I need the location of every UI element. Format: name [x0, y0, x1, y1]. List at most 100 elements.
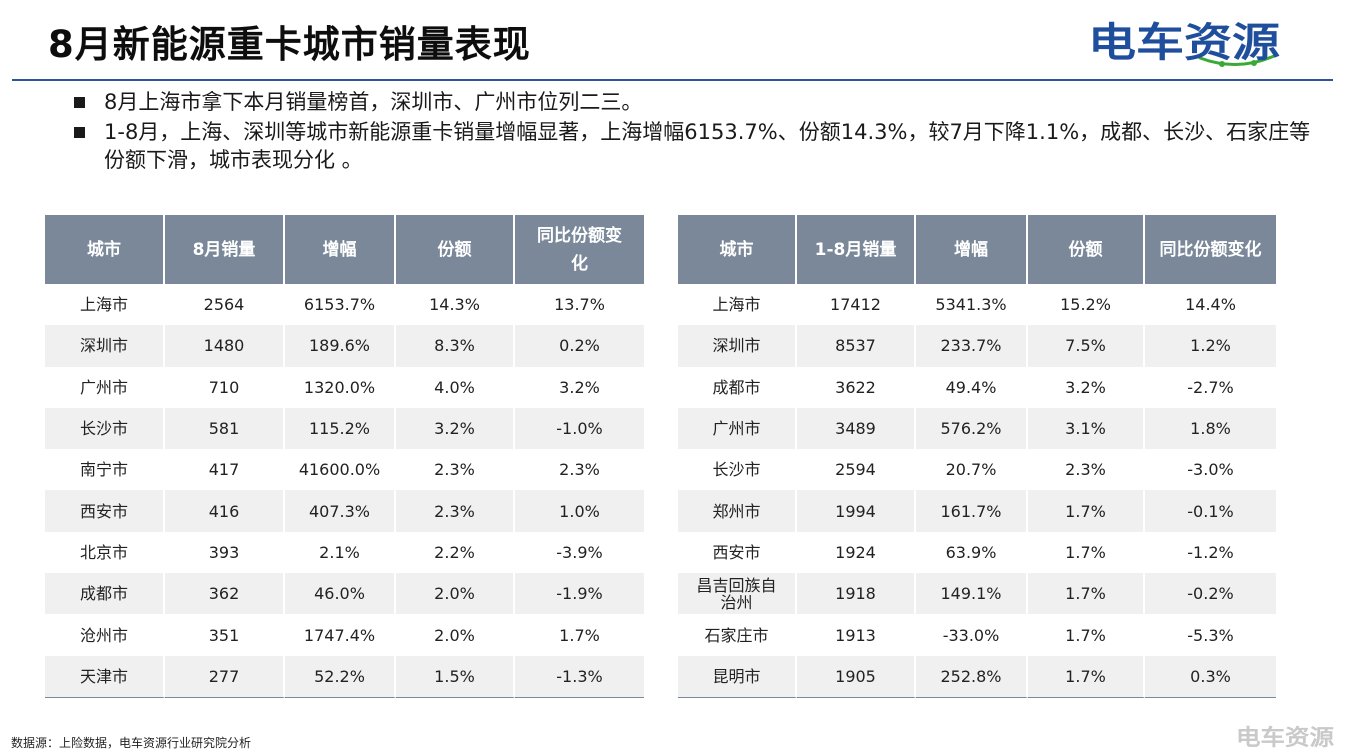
- value-cell: 2.3%: [396, 449, 515, 491]
- value-cell: 52.2%: [285, 655, 396, 698]
- value-cell: 1994: [797, 490, 916, 532]
- value-cell: 0.3%: [1145, 655, 1276, 698]
- city-cell: 北京市: [45, 531, 165, 574]
- value-cell: 1913: [797, 614, 916, 656]
- table-row: 昌吉回族自治州 1918 149.1% 1.7% -0.2%: [678, 573, 1276, 615]
- value-cell: -1.3%: [515, 655, 644, 698]
- table-row: 广州市 3489 576.2% 3.1% 1.8%: [678, 407, 1276, 450]
- city-cell: 昆明市: [678, 655, 797, 698]
- city-cell: 郑州市: [678, 490, 797, 532]
- value-cell: 1747.4%: [285, 614, 396, 656]
- value-cell: -3.0%: [1145, 449, 1276, 491]
- value-cell: 8.3%: [396, 325, 515, 367]
- value-cell: -1.2%: [1145, 531, 1276, 574]
- value-cell: 41600.0%: [285, 449, 396, 491]
- city-cell: 石家庄市: [678, 614, 797, 656]
- city-cell: 长沙市: [678, 449, 797, 491]
- value-cell: -2.7%: [1145, 366, 1276, 408]
- value-cell: 161.7%: [916, 490, 1028, 532]
- column-header: 同比份额变化: [1145, 215, 1276, 284]
- value-cell: 1.5%: [396, 655, 515, 698]
- table-row: 天津市 277 52.2% 1.5% -1.3%: [45, 655, 644, 698]
- value-cell: 63.9%: [916, 531, 1028, 574]
- value-cell: 2594: [797, 449, 916, 491]
- column-header: 城市: [45, 215, 165, 284]
- table-row: 成都市 362 46.0% 2.0% -1.9%: [45, 573, 644, 615]
- value-cell: 1.8%: [1145, 407, 1276, 450]
- value-cell: 1.7%: [1028, 614, 1145, 656]
- table-row: 西安市 1924 63.9% 1.7% -1.2%: [678, 531, 1276, 574]
- city-cell: 上海市: [45, 284, 165, 326]
- table-row: 深圳市 1480 189.6% 8.3% 0.2%: [45, 325, 644, 367]
- column-header: 增幅: [285, 215, 396, 284]
- table-row: 北京市 393 2.1% 2.2% -3.9%: [45, 531, 644, 574]
- column-header: 1-8月销量: [797, 215, 916, 284]
- value-cell: 3.2%: [396, 407, 515, 450]
- value-cell: 1.7%: [1028, 573, 1145, 615]
- ytd-city-sales-table: 城市 1-8月销量 增幅 份额 同比份额变化 上海市 17412 5341.3% 15…: [678, 215, 1276, 698]
- value-cell: 13.7%: [515, 284, 644, 326]
- column-header: 增幅: [916, 215, 1028, 284]
- table-row: 长沙市 581 115.2% 3.2% -1.0%: [45, 407, 644, 450]
- value-cell: 2.0%: [396, 614, 515, 656]
- value-cell: 3.2%: [1028, 366, 1145, 408]
- value-cell: 14.4%: [1145, 284, 1276, 326]
- value-cell: -1.9%: [515, 573, 644, 615]
- value-cell: -33.0%: [916, 614, 1028, 656]
- bullet-text: 1-8月，上海、深圳等城市新能源重卡销量增幅显著，上海增幅6153.7%、份额1…: [104, 120, 1311, 172]
- value-cell: 49.4%: [916, 366, 1028, 408]
- value-cell: 581: [165, 407, 285, 450]
- square-bullet-icon: [74, 97, 85, 108]
- value-cell: 576.2%: [916, 407, 1028, 450]
- table-row: 上海市 17412 5341.3% 15.2% 14.4%: [678, 284, 1276, 326]
- value-cell: 5341.3%: [916, 284, 1028, 326]
- value-cell: 252.8%: [916, 655, 1028, 698]
- value-cell: -5.3%: [1145, 614, 1276, 656]
- value-cell: 189.6%: [285, 325, 396, 367]
- value-cell: 46.0%: [285, 573, 396, 615]
- square-bullet-icon: [74, 127, 85, 138]
- column-header: 份额: [1028, 215, 1145, 284]
- city-cell: 成都市: [45, 573, 165, 615]
- value-cell: 6153.7%: [285, 284, 396, 326]
- header-divider: [12, 79, 1333, 81]
- value-cell: 1.7%: [1028, 531, 1145, 574]
- value-cell: 362: [165, 573, 285, 615]
- column-header: 同比份额变化: [515, 215, 644, 284]
- value-cell: 3.2%: [515, 366, 644, 408]
- column-header: 8月销量: [165, 215, 285, 284]
- value-cell: -0.2%: [1145, 573, 1276, 615]
- value-cell: 1.2%: [1145, 325, 1276, 367]
- value-cell: 3622: [797, 366, 916, 408]
- watermark-logo: 电车资源: [1236, 725, 1334, 750]
- value-cell: 1.7%: [515, 614, 644, 656]
- table-row: 昆明市 1905 252.8% 1.7% 0.3%: [678, 655, 1276, 698]
- summary-bullets: 8月上海市拿下本月销量榜首，深圳市、广州市位列二三。 1-8月，上海、深圳等城市…: [72, 88, 1312, 176]
- table-header-row: 城市 1-8月销量 增幅 份额 同比份额变化: [678, 215, 1276, 284]
- summary-bullet: 8月上海市拿下本月销量榜首，深圳市、广州市位列二三。: [72, 88, 1312, 116]
- brand-logo: 电车资源: [1088, 20, 1280, 67]
- data-source-note: 数据源：上险数据，电车资源行业研究院分析: [11, 736, 252, 750]
- value-cell: 14.3%: [396, 284, 515, 326]
- table-row: 长沙市 2594 20.7% 2.3% -3.0%: [678, 449, 1276, 491]
- city-cell: 昌吉回族自治州: [678, 573, 797, 615]
- value-cell: 17412: [797, 284, 916, 326]
- monthly-city-sales-table: 城市 8月销量 增幅 份额 同比份额变化 上海市 2564 6153.7% 14.3%…: [45, 215, 644, 698]
- value-cell: 393: [165, 531, 285, 574]
- value-cell: 1320.0%: [285, 366, 396, 408]
- table-row: 南宁市 417 41600.0% 2.3% 2.3%: [45, 449, 644, 491]
- city-cell: 长沙市: [45, 407, 165, 450]
- value-cell: 3.1%: [1028, 407, 1145, 450]
- table-row: 西安市 416 407.3% 2.3% 1.0%: [45, 490, 644, 532]
- value-cell: 0.2%: [515, 325, 644, 367]
- table-row: 上海市 2564 6153.7% 14.3% 13.7%: [45, 284, 644, 326]
- value-cell: 1924: [797, 531, 916, 574]
- city-cell: 深圳市: [678, 325, 797, 367]
- table-row: 广州市 710 1320.0% 4.0% 3.2%: [45, 366, 644, 408]
- value-cell: -1.0%: [515, 407, 644, 450]
- city-cell: 广州市: [678, 407, 797, 450]
- value-cell: 2.2%: [396, 531, 515, 574]
- value-cell: 417: [165, 449, 285, 491]
- value-cell: 1.0%: [515, 490, 644, 532]
- value-cell: 1.7%: [1028, 490, 1145, 532]
